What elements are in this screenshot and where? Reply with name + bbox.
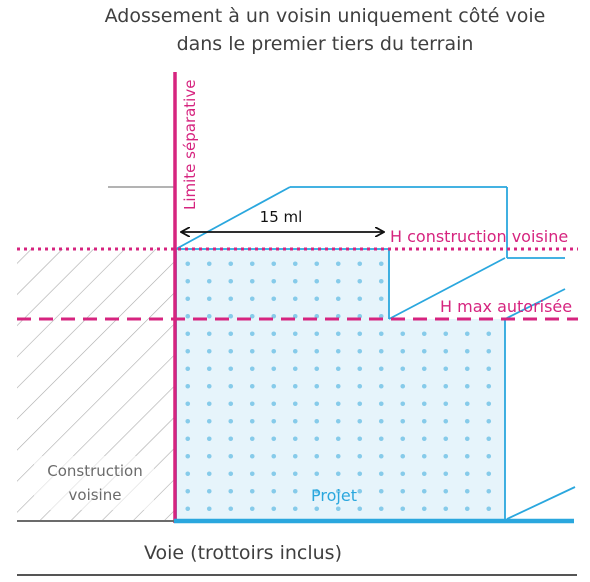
construction-voisine-label-line1: Construction	[47, 462, 143, 480]
construction-label-bg	[34, 456, 154, 510]
diagram-title-line1: Adossement à un voisin uniquement côté v…	[104, 5, 546, 27]
limite-separative-label: Limite séparative	[181, 80, 199, 210]
construction-voisine-label-line2: voisine	[69, 486, 122, 504]
projet-label: Projet	[311, 486, 357, 505]
distance-label: 15 ml	[260, 208, 303, 226]
diagram-title-line2: dans le premier tiers du terrain	[176, 33, 474, 55]
h-max-label: H max autorisée	[440, 297, 572, 316]
voie-label: Voie (trottoirs inclus)	[144, 542, 342, 564]
project-dotted-area	[176, 249, 505, 521]
h-construction-voisine-label: H construction voisine	[390, 227, 568, 246]
